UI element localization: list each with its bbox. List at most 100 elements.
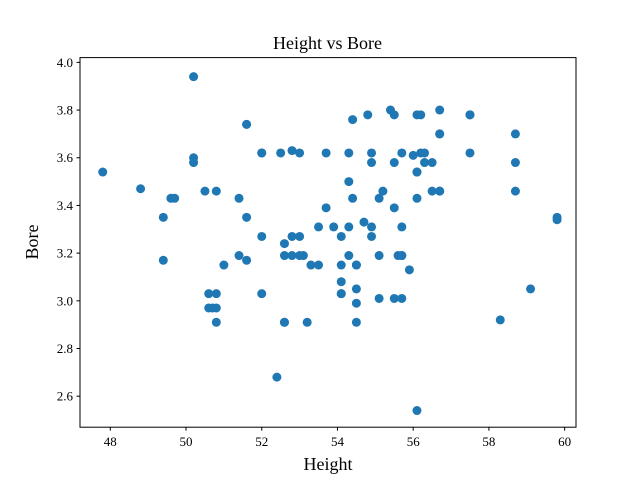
data-point — [257, 148, 267, 158]
data-point — [336, 289, 346, 299]
data-point — [158, 212, 168, 222]
data-point — [242, 119, 252, 129]
data-point — [420, 148, 430, 158]
data-point — [344, 251, 354, 261]
data-point — [336, 231, 346, 241]
data-point — [189, 158, 199, 168]
y-tick-label: 3.8 — [57, 103, 73, 118]
data-point — [211, 186, 221, 196]
data-point — [234, 251, 244, 261]
y-tick-label: 3.0 — [57, 293, 73, 308]
data-point — [367, 148, 377, 158]
data-point — [336, 277, 346, 287]
y-axis-title: Bore — [22, 225, 42, 260]
data-point — [219, 260, 229, 270]
data-point — [136, 184, 146, 194]
data-point — [287, 231, 297, 241]
x-tick-label: 52 — [255, 434, 268, 449]
data-point — [363, 110, 373, 120]
data-point — [420, 158, 430, 168]
x-tick-label: 60 — [558, 434, 571, 449]
data-point — [200, 186, 210, 196]
data-point — [272, 372, 282, 382]
data-point — [378, 186, 388, 196]
data-point — [465, 110, 475, 120]
data-point — [257, 231, 267, 241]
data-point — [189, 72, 199, 82]
data-point — [306, 260, 316, 270]
data-point — [397, 222, 407, 232]
data-point — [389, 110, 399, 120]
data-point — [408, 150, 418, 160]
data-point — [351, 298, 361, 308]
data-point — [344, 222, 354, 232]
data-point — [367, 222, 377, 232]
data-point — [204, 289, 214, 299]
data-point — [211, 289, 221, 299]
data-point — [374, 251, 384, 261]
data-point — [389, 158, 399, 168]
data-point — [435, 129, 445, 139]
data-point — [351, 260, 361, 270]
data-point — [302, 317, 312, 327]
data-point — [389, 203, 399, 213]
data-point — [435, 186, 445, 196]
data-point — [351, 284, 361, 294]
data-point — [314, 222, 324, 232]
x-tick-label: 50 — [180, 434, 193, 449]
y-tick-label: 4.0 — [57, 55, 73, 70]
data-point — [359, 217, 369, 227]
x-tick-label: 56 — [407, 434, 421, 449]
data-point — [348, 193, 358, 203]
data-point — [276, 148, 286, 158]
data-point — [211, 303, 221, 313]
chart-title: Height vs Bore — [273, 33, 382, 53]
data-point — [257, 289, 267, 299]
data-point — [412, 193, 422, 203]
data-point — [351, 317, 361, 327]
y-tick-label: 2.6 — [57, 389, 74, 404]
data-point — [404, 265, 414, 275]
data-point — [389, 293, 399, 303]
data-point — [295, 148, 305, 158]
y-tick-label: 3.6 — [57, 150, 74, 165]
data-point — [295, 231, 305, 241]
data-point — [412, 167, 422, 177]
data-point — [329, 222, 339, 232]
data-point — [416, 110, 426, 120]
data-point — [158, 255, 168, 265]
data-point — [427, 158, 437, 168]
data-point — [526, 284, 536, 294]
x-tick-label: 48 — [104, 434, 117, 449]
data-point — [367, 231, 377, 241]
data-point — [435, 105, 445, 115]
data-point — [298, 251, 308, 261]
y-tick-label: 3.2 — [57, 246, 73, 261]
y-tick-label: 3.4 — [57, 198, 74, 213]
data-point — [170, 193, 180, 203]
data-point — [314, 260, 324, 270]
x-axis-title: Height — [304, 454, 353, 474]
data-point — [510, 186, 520, 196]
data-point — [211, 317, 221, 327]
data-point — [279, 239, 289, 249]
data-point — [344, 177, 354, 187]
data-point — [367, 158, 377, 168]
data-points — [98, 72, 562, 416]
data-point — [397, 148, 407, 158]
data-point — [374, 193, 384, 203]
data-point — [98, 167, 108, 177]
y-tick-label: 2.8 — [57, 341, 73, 356]
data-point — [510, 158, 520, 168]
data-point — [397, 293, 407, 303]
data-point — [242, 212, 252, 222]
data-point — [279, 317, 289, 327]
data-point — [344, 148, 354, 158]
plot-frame — [79, 57, 577, 428]
data-point — [287, 251, 297, 261]
x-axis-ticks: 48 50 52 54 56 58 60 — [104, 427, 571, 449]
data-point — [412, 406, 422, 416]
data-point — [321, 148, 331, 158]
data-point — [552, 215, 562, 225]
